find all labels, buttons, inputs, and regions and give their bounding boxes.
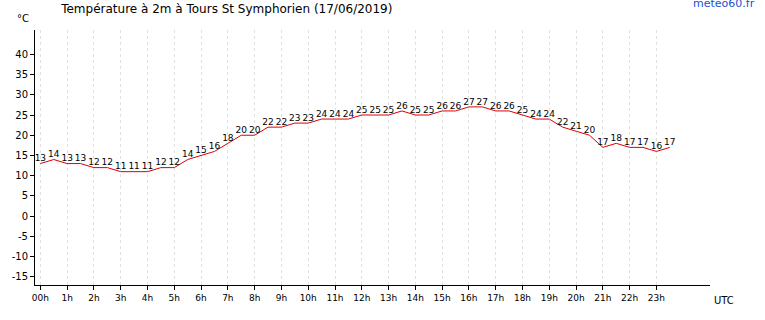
svg-text:22: 22 <box>276 117 287 127</box>
svg-text:26: 26 <box>450 101 462 111</box>
svg-text:27: 27 <box>477 97 488 107</box>
svg-text:14h: 14h <box>407 293 424 303</box>
svg-text:11: 11 <box>115 161 126 171</box>
svg-text:25: 25 <box>410 105 421 115</box>
svg-text:22: 22 <box>557 117 568 127</box>
svg-text:18: 18 <box>611 133 623 143</box>
svg-text:26: 26 <box>490 101 502 111</box>
svg-text:20: 20 <box>15 130 28 141</box>
svg-text:8h: 8h <box>249 293 260 303</box>
svg-text:23h: 23h <box>648 293 665 303</box>
svg-text:20: 20 <box>236 125 248 135</box>
svg-text:7h: 7h <box>222 293 233 303</box>
svg-text:35: 35 <box>15 69 28 80</box>
svg-text:15h: 15h <box>434 293 451 303</box>
svg-text:11: 11 <box>128 161 139 171</box>
svg-text:16: 16 <box>651 141 663 151</box>
svg-text:12: 12 <box>155 157 166 167</box>
svg-text:16h: 16h <box>460 293 477 303</box>
svg-text:12: 12 <box>169 157 180 167</box>
svg-text:15: 15 <box>195 145 206 155</box>
svg-text:26: 26 <box>396 101 408 111</box>
svg-text:25: 25 <box>369 105 380 115</box>
svg-text:26: 26 <box>503 101 515 111</box>
svg-text:4h: 4h <box>142 293 153 303</box>
svg-text:20: 20 <box>249 125 261 135</box>
svg-text:20h: 20h <box>567 293 584 303</box>
svg-text:-5: -5 <box>18 231 28 242</box>
svg-text:40: 40 <box>15 49 28 60</box>
svg-text:°C: °C <box>17 13 29 24</box>
svg-text:13: 13 <box>75 153 86 163</box>
svg-text:13: 13 <box>61 153 72 163</box>
svg-text:24: 24 <box>329 109 341 119</box>
svg-text:24: 24 <box>316 109 328 119</box>
svg-text:12: 12 <box>102 157 113 167</box>
svg-text:15: 15 <box>15 150 28 161</box>
svg-text:9h: 9h <box>276 293 287 303</box>
svg-text:25: 25 <box>517 105 528 115</box>
svg-text:10: 10 <box>15 170 28 181</box>
svg-text:11h: 11h <box>326 293 343 303</box>
svg-text:24: 24 <box>530 109 542 119</box>
svg-text:13: 13 <box>35 153 46 163</box>
svg-text:10h: 10h <box>300 293 317 303</box>
svg-text:16: 16 <box>209 141 221 151</box>
svg-text:24: 24 <box>544 109 556 119</box>
svg-text:12: 12 <box>88 157 99 167</box>
svg-text:6h: 6h <box>195 293 206 303</box>
svg-text:25: 25 <box>423 105 434 115</box>
svg-text:3h: 3h <box>115 293 126 303</box>
svg-text:25: 25 <box>356 105 367 115</box>
svg-text:-10: -10 <box>12 251 28 262</box>
svg-text:21: 21 <box>570 121 581 131</box>
svg-text:24: 24 <box>343 109 355 119</box>
svg-text:18h: 18h <box>514 293 531 303</box>
svg-text:UTC: UTC <box>714 295 734 306</box>
svg-text:11: 11 <box>142 161 153 171</box>
svg-text:17: 17 <box>624 137 635 147</box>
svg-text:Température à 2m à Tours St Sy: Température à 2m à Tours St Symphorien (… <box>60 2 392 16</box>
svg-text:22: 22 <box>262 117 273 127</box>
svg-text:19h: 19h <box>541 293 558 303</box>
svg-text:13h: 13h <box>380 293 397 303</box>
svg-text:0: 0 <box>22 211 28 222</box>
svg-text:5h: 5h <box>169 293 180 303</box>
svg-text:26: 26 <box>436 101 448 111</box>
svg-text:14: 14 <box>48 149 60 159</box>
svg-text:25: 25 <box>383 105 394 115</box>
svg-text:17: 17 <box>597 137 608 147</box>
svg-text:23: 23 <box>289 113 300 123</box>
svg-text:5: 5 <box>22 190 28 201</box>
svg-text:17: 17 <box>664 137 675 147</box>
svg-text:27: 27 <box>463 97 474 107</box>
svg-text:18: 18 <box>222 133 234 143</box>
svg-text:30: 30 <box>15 89 28 100</box>
svg-text:17h: 17h <box>487 293 504 303</box>
svg-text:20: 20 <box>584 125 596 135</box>
svg-text:22h: 22h <box>621 293 638 303</box>
svg-text:2h: 2h <box>88 293 99 303</box>
svg-text:1h: 1h <box>61 293 72 303</box>
svg-text:21h: 21h <box>594 293 611 303</box>
svg-text:00h: 00h <box>32 293 49 303</box>
svg-text:14: 14 <box>182 149 194 159</box>
svg-text:meteo60.fr: meteo60.fr <box>693 0 755 10</box>
svg-text:12h: 12h <box>353 293 370 303</box>
svg-text:-15: -15 <box>12 271 28 282</box>
svg-text:17: 17 <box>637 137 648 147</box>
svg-text:23: 23 <box>302 113 313 123</box>
svg-text:25: 25 <box>15 110 28 121</box>
